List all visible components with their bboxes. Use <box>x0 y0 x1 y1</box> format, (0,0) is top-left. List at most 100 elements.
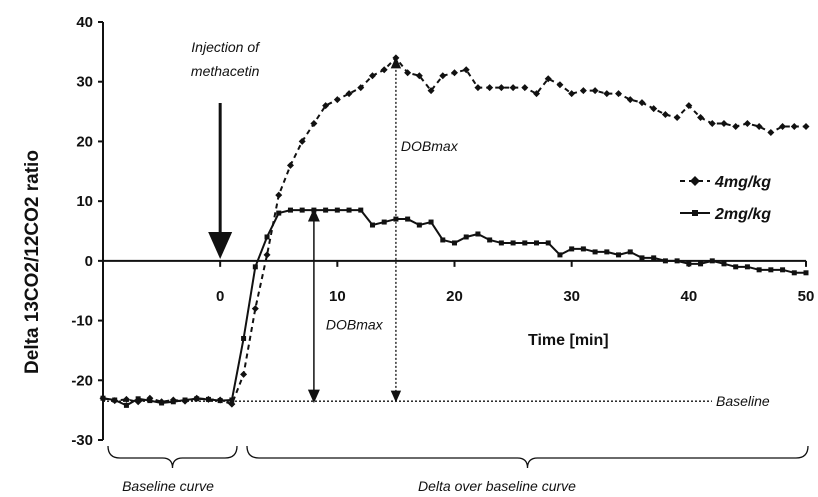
x-tick-label: 50 <box>798 288 815 305</box>
data-point-diamond <box>521 84 529 92</box>
baseline-curve-label: Baseline curve <box>122 478 214 494</box>
y-tick-label: 20 <box>76 133 93 150</box>
baseline-curve-brace <box>107 445 238 469</box>
data-point-square <box>616 252 622 258</box>
legend-label-2mg: 2mg/kg <box>714 206 771 223</box>
data-point-diamond <box>451 69 458 77</box>
data-point-diamond <box>626 96 634 104</box>
data-point-diamond <box>251 305 259 313</box>
data-point-square <box>698 261 704 267</box>
data-point-square <box>592 249 598 255</box>
data-point-diamond <box>544 75 552 83</box>
data-point-diamond <box>462 66 470 74</box>
legend: 4mg/kg 2mg/kg <box>680 174 771 223</box>
data-point-square <box>580 246 586 252</box>
data-point-diamond <box>380 66 388 74</box>
data-point-diamond <box>263 251 271 259</box>
data-point-square <box>487 237 493 243</box>
data-point-diamond <box>720 120 728 128</box>
data-point-square <box>170 399 176 405</box>
data-point-square <box>358 207 364 213</box>
data-point-diamond <box>755 123 763 130</box>
data-point-square <box>452 240 457 246</box>
data-point-square <box>264 234 270 240</box>
data-point-square <box>369 222 375 228</box>
data-point-diamond <box>509 84 517 92</box>
data-point-diamond <box>368 72 376 80</box>
data-point-diamond <box>568 90 576 98</box>
data-point-diamond <box>240 370 248 378</box>
baseline-label: Baseline <box>716 393 770 409</box>
data-point-diamond <box>357 84 365 92</box>
dobmax-2mg-label: DOBmax <box>326 317 384 333</box>
delta-curve-brace <box>246 445 809 469</box>
data-point-diamond <box>404 69 412 77</box>
data-point-diamond <box>392 54 400 62</box>
data-point-square <box>287 207 293 213</box>
data-point-square <box>323 207 329 213</box>
x-tick-label: 30 <box>563 288 580 305</box>
data-point-square <box>346 207 352 213</box>
data-point-square <box>522 240 528 246</box>
data-point-square <box>733 264 739 270</box>
data-point-diamond <box>779 123 787 130</box>
data-point-square <box>604 249 610 255</box>
data-point-square <box>803 270 809 276</box>
data-point-square <box>639 255 645 261</box>
legend-marker-2mg <box>692 210 698 216</box>
data-point-diamond <box>333 96 341 104</box>
data-point-square <box>498 240 504 246</box>
series-line-0 <box>102 56 806 406</box>
legend-label-4mg: 4mg/kg <box>714 174 771 191</box>
data-point-square <box>147 398 153 404</box>
y-tick-label: -10 <box>71 313 93 330</box>
data-point-diamond <box>673 114 681 122</box>
data-point-square <box>534 240 540 246</box>
data-point-diamond <box>275 191 283 199</box>
y-axis-label: Delta 13CO2/12CO2 ratio <box>22 150 43 374</box>
data-point-square <box>721 261 727 267</box>
data-point-square <box>100 395 106 401</box>
data-point-diamond <box>697 114 705 122</box>
data-point-square <box>557 252 563 258</box>
dobmax-4mg-label: DOBmax <box>401 138 459 154</box>
chart-axes <box>102 22 806 440</box>
data-point-square <box>334 207 340 213</box>
x-tick-label: 20 <box>446 288 463 305</box>
data-point-diamond <box>427 87 435 95</box>
data-point-square <box>510 240 516 246</box>
data-point-square <box>709 258 715 264</box>
data-point-diamond <box>661 111 669 119</box>
legend-marker-4mg <box>690 176 700 186</box>
data-point-diamond <box>298 137 306 145</box>
data-point-square <box>686 261 692 267</box>
data-point-square <box>194 396 200 402</box>
data-point-square <box>112 397 118 403</box>
data-point-square <box>662 258 668 264</box>
data-point-diamond <box>603 90 611 98</box>
data-point-diamond <box>415 72 423 80</box>
data-point-diamond <box>556 81 564 89</box>
y-tick-label: 30 <box>76 74 93 91</box>
chart-series <box>99 54 810 408</box>
data-point-square <box>791 270 797 276</box>
data-point-diamond <box>802 123 810 130</box>
data-point-square <box>627 249 633 255</box>
data-point-diamond <box>732 123 740 130</box>
data-point-diamond <box>533 90 541 98</box>
injection-label-line2: methacetin <box>191 63 260 79</box>
x-tick-label: 0 <box>216 288 224 305</box>
data-point-square <box>205 396 211 402</box>
data-point-diamond <box>474 84 482 92</box>
data-point-square <box>780 267 786 273</box>
data-point-square <box>299 207 305 213</box>
data-point-square <box>241 335 247 341</box>
x-tick-label: 40 <box>680 288 697 305</box>
data-point-diamond <box>122 395 130 403</box>
data-point-square <box>463 234 469 240</box>
data-point-square <box>428 219 434 225</box>
data-point-diamond <box>486 84 494 92</box>
data-point-diamond <box>439 72 447 80</box>
data-point-square <box>311 207 317 213</box>
